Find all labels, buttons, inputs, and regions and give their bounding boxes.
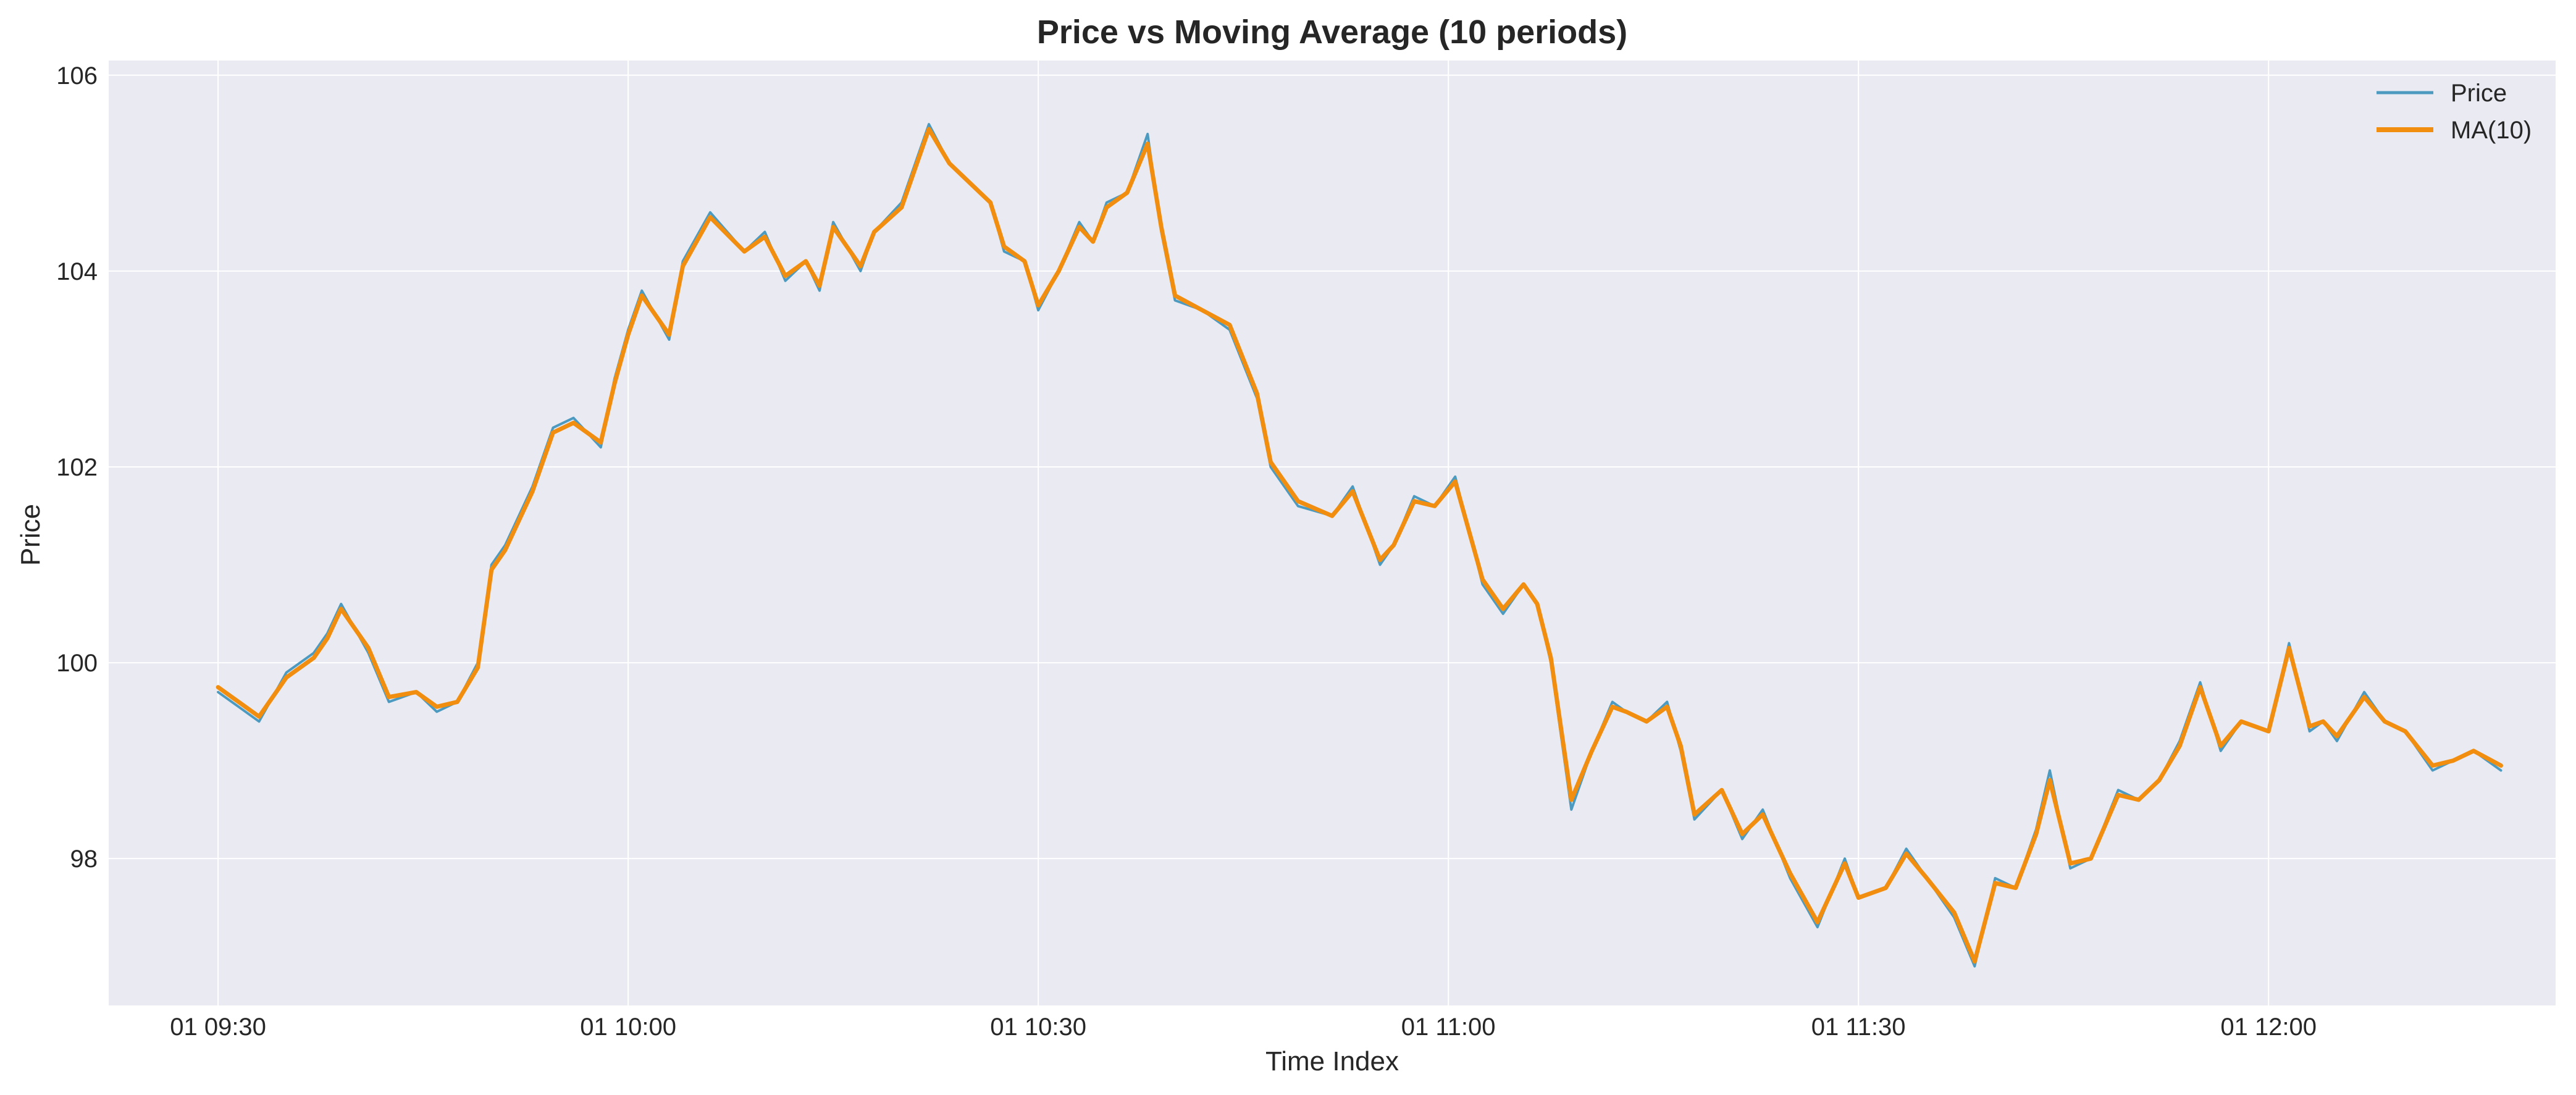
x-tick-label: 01 11:30 <box>1811 1013 1906 1041</box>
legend-ma-label: MA(10) <box>2451 117 2532 144</box>
x-tick-label: 01 09:30 <box>170 1013 266 1041</box>
y-axis-label: Price <box>15 504 46 566</box>
plot-area <box>109 61 2556 1005</box>
chart-title: Price vs Moving Average (10 periods) <box>1037 14 1627 51</box>
y-tick-label: 102 <box>56 454 98 481</box>
y-tick-label: 100 <box>56 650 98 677</box>
x-tick-label: 01 12:00 <box>2220 1013 2317 1041</box>
x-axis-label: Time Index <box>1265 1046 1399 1076</box>
ma-series-line <box>216 127 2503 964</box>
grid-lines <box>109 61 2556 1005</box>
legend: Price MA(10) <box>2377 80 2532 144</box>
x-tick-label: 01 11:00 <box>1401 1013 1496 1041</box>
tick-labels: 98 100 102 104 106 01 09:30 01 10:00 01 10:30 01… <box>56 62 2317 1041</box>
series-lines <box>216 123 2503 968</box>
x-tick-label: 01 10:00 <box>580 1013 676 1041</box>
y-tick-label: 98 <box>70 845 98 873</box>
legend-price-label: Price <box>2451 80 2507 107</box>
x-tick-label: 01 10:30 <box>990 1013 1086 1041</box>
y-tick-label: 104 <box>56 258 98 285</box>
y-tick-label: 106 <box>56 62 98 90</box>
